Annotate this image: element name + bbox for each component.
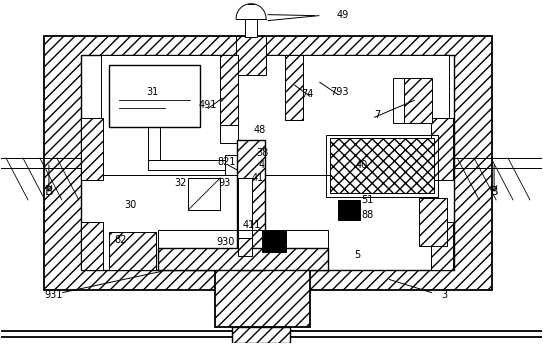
Text: 821: 821	[217, 157, 236, 167]
Bar	[220, 55, 238, 140]
Bar	[236, 35, 266, 75]
Text: 41: 41	[252, 173, 264, 183]
Bar	[100, 55, 449, 175]
Bar	[431, 222, 453, 270]
Text: 411: 411	[243, 220, 261, 230]
Text: 4: 4	[259, 160, 265, 170]
Text: 7: 7	[375, 110, 381, 120]
Text: 88: 88	[362, 210, 374, 220]
Text: 793: 793	[331, 87, 349, 97]
Text: 48: 48	[254, 125, 266, 135]
Bar	[238, 238, 252, 256]
Text: 51: 51	[362, 195, 374, 205]
Text: 49: 49	[337, 10, 349, 20]
Bar	[238, 178, 252, 238]
Bar	[393, 78, 405, 123]
Text: 40: 40	[356, 160, 368, 170]
Bar	[215, 270, 310, 327]
Bar	[159, 248, 328, 270]
Bar	[109, 65, 200, 127]
Polygon shape	[236, 4, 266, 19]
Bar	[225, 155, 237, 175]
Text: 5: 5	[355, 250, 361, 260]
Bar	[262, 230, 286, 252]
Text: 32: 32	[174, 178, 187, 188]
Text: 38: 38	[256, 148, 268, 158]
Bar	[148, 160, 236, 170]
Bar	[188, 178, 220, 210]
Bar	[338, 200, 359, 220]
Bar	[81, 55, 454, 270]
Bar	[237, 140, 265, 270]
Bar	[109, 232, 156, 270]
Bar	[220, 125, 238, 143]
Bar	[44, 35, 492, 290]
Text: B: B	[490, 185, 498, 198]
Text: 931: 931	[45, 290, 63, 300]
Text: 82: 82	[115, 235, 127, 245]
Bar	[330, 138, 434, 193]
Text: 3: 3	[441, 290, 447, 300]
Text: B: B	[45, 185, 53, 198]
Bar	[81, 118, 103, 180]
Bar	[419, 198, 447, 246]
Text: 491: 491	[198, 100, 217, 110]
Bar	[431, 118, 453, 180]
Bar	[405, 78, 432, 123]
Text: 30: 30	[124, 200, 137, 210]
Text: 74: 74	[302, 89, 314, 99]
Bar	[326, 135, 438, 197]
Text: 93: 93	[218, 178, 230, 188]
Text: 930: 930	[216, 237, 235, 247]
Text: 31: 31	[147, 87, 159, 97]
Bar	[232, 327, 290, 343]
Bar	[159, 230, 328, 270]
Bar	[245, 19, 257, 36]
Bar	[81, 222, 103, 270]
Bar	[285, 55, 303, 120]
